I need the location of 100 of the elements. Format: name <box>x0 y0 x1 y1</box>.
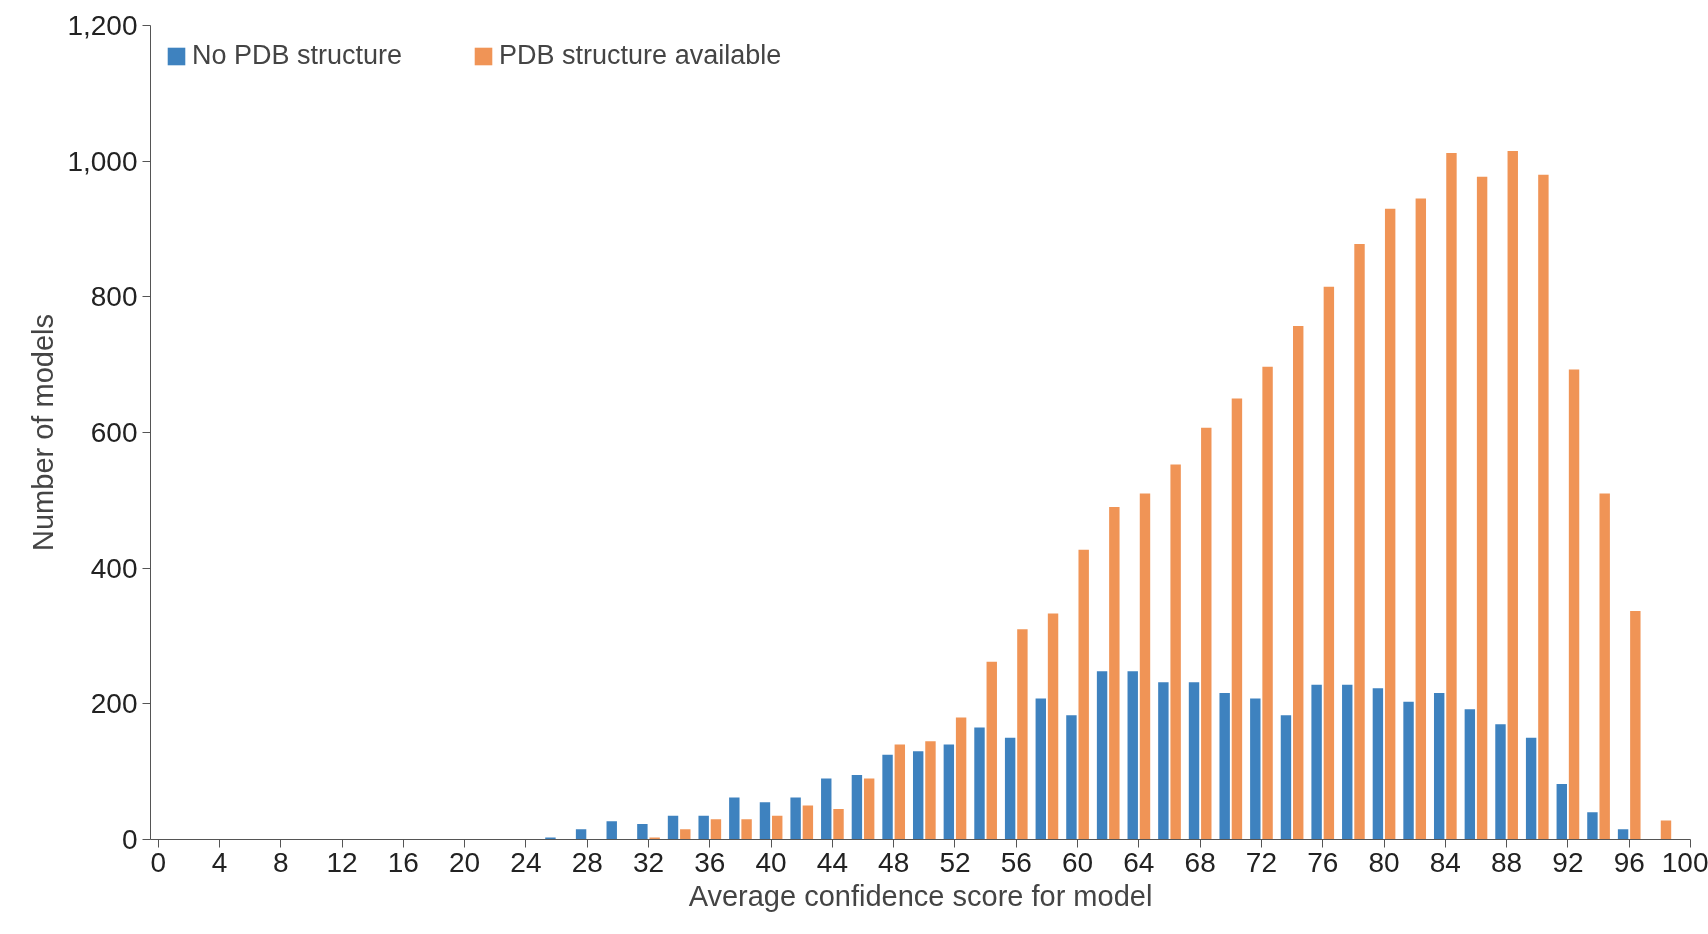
bar <box>1219 692 1230 840</box>
bar <box>1403 701 1414 840</box>
bar <box>925 741 936 840</box>
x-tick-label: 4 <box>211 846 228 878</box>
x-tick-label: 0 <box>150 846 166 878</box>
bar <box>912 751 924 840</box>
x-tick-label: 68 <box>1184 846 1216 878</box>
bar <box>1538 174 1549 840</box>
y-tick-label: 800 <box>90 281 138 313</box>
y-axis-title: Number of models <box>27 314 60 551</box>
bar <box>1495 724 1506 840</box>
bar <box>1446 153 1457 840</box>
bar <box>943 744 955 840</box>
x-tick-label: 96 <box>1613 846 1645 878</box>
bar <box>1047 613 1059 840</box>
x-tick-label: 32 <box>632 846 665 878</box>
y-tick-label: 600 <box>90 417 138 448</box>
bar <box>974 727 985 840</box>
bar <box>1280 715 1292 840</box>
bar <box>741 819 752 840</box>
x-tick-label: 28 <box>571 846 603 878</box>
bar <box>1568 369 1580 840</box>
x-tick-label: 100 <box>1661 846 1708 878</box>
bar <box>1311 684 1322 840</box>
bar <box>545 837 556 840</box>
bar <box>1587 812 1598 840</box>
bar <box>1354 243 1365 840</box>
x-tick-label: 88 <box>1491 846 1523 878</box>
bar <box>1660 820 1672 840</box>
bar <box>637 823 648 840</box>
bar <box>1066 715 1077 840</box>
bar <box>698 815 709 840</box>
x-tick-label: 92 <box>1552 846 1584 878</box>
bar <box>1556 783 1567 840</box>
bar <box>1293 326 1304 840</box>
bar <box>649 837 660 840</box>
x-tick-label: 16 <box>387 846 419 878</box>
bar <box>802 805 814 840</box>
x-axis-title: Average confidence score for model <box>688 879 1153 912</box>
bar <box>1415 198 1427 840</box>
bar <box>1139 493 1151 840</box>
x-tick-label: 44 <box>816 846 848 878</box>
x-tick-label: 60 <box>1061 846 1094 878</box>
bar <box>955 717 967 840</box>
bar <box>1630 610 1641 840</box>
bar <box>790 797 801 840</box>
bar <box>1617 829 1629 840</box>
bar <box>1231 398 1243 840</box>
bar <box>1372 688 1384 840</box>
bar <box>833 808 844 840</box>
x-tick-label: 12 <box>326 846 358 878</box>
bar <box>710 819 722 840</box>
x-tick-label: 8 <box>272 846 289 878</box>
bar <box>894 744 906 840</box>
x-tick-label: 76 <box>1307 846 1339 878</box>
x-tick-label: 84 <box>1429 846 1461 878</box>
y-tick-label: 0 <box>121 824 138 855</box>
bar <box>1201 427 1212 840</box>
x-tick-label: 20 <box>449 846 481 878</box>
legend-label: PDB structure available <box>499 40 782 71</box>
x-tick-label: 80 <box>1368 846 1400 878</box>
bar <box>1525 737 1537 840</box>
bar <box>667 815 679 840</box>
bar <box>1035 698 1046 840</box>
bar <box>575 829 587 840</box>
bar <box>1464 709 1476 840</box>
bar <box>1017 629 1028 840</box>
bar <box>1433 692 1445 840</box>
bar <box>1096 671 1108 840</box>
bar <box>772 815 783 840</box>
y-tick-label: 400 <box>90 552 138 584</box>
bar <box>1262 366 1273 840</box>
bar <box>1323 286 1335 840</box>
bar <box>851 775 863 840</box>
x-tick-label: 36 <box>694 846 726 878</box>
bar <box>1078 549 1089 840</box>
x-tick-label: 40 <box>755 846 787 878</box>
x-tick-label: 64 <box>1123 846 1155 878</box>
bar <box>606 821 617 840</box>
bar <box>1109 507 1120 840</box>
bar <box>821 778 832 840</box>
bar <box>1342 684 1353 840</box>
x-tick-label: 52 <box>939 846 971 878</box>
bar <box>759 802 771 840</box>
bar <box>729 797 740 840</box>
bar <box>1004 737 1016 840</box>
bar <box>1127 671 1138 840</box>
bar <box>1158 682 1169 840</box>
y-tick-label: 1,000 <box>67 145 138 177</box>
bar <box>1507 150 1518 840</box>
bar <box>882 754 893 840</box>
bar <box>1170 464 1181 840</box>
legend-label: No PDB structure <box>192 40 403 71</box>
bar <box>1476 176 1488 840</box>
bar <box>1599 493 1610 840</box>
bar <box>1188 682 1200 840</box>
bar <box>986 661 997 840</box>
y-tick-label: 200 <box>90 688 138 720</box>
x-tick-label: 72 <box>1245 846 1278 878</box>
x-tick-label: 56 <box>1000 846 1032 878</box>
